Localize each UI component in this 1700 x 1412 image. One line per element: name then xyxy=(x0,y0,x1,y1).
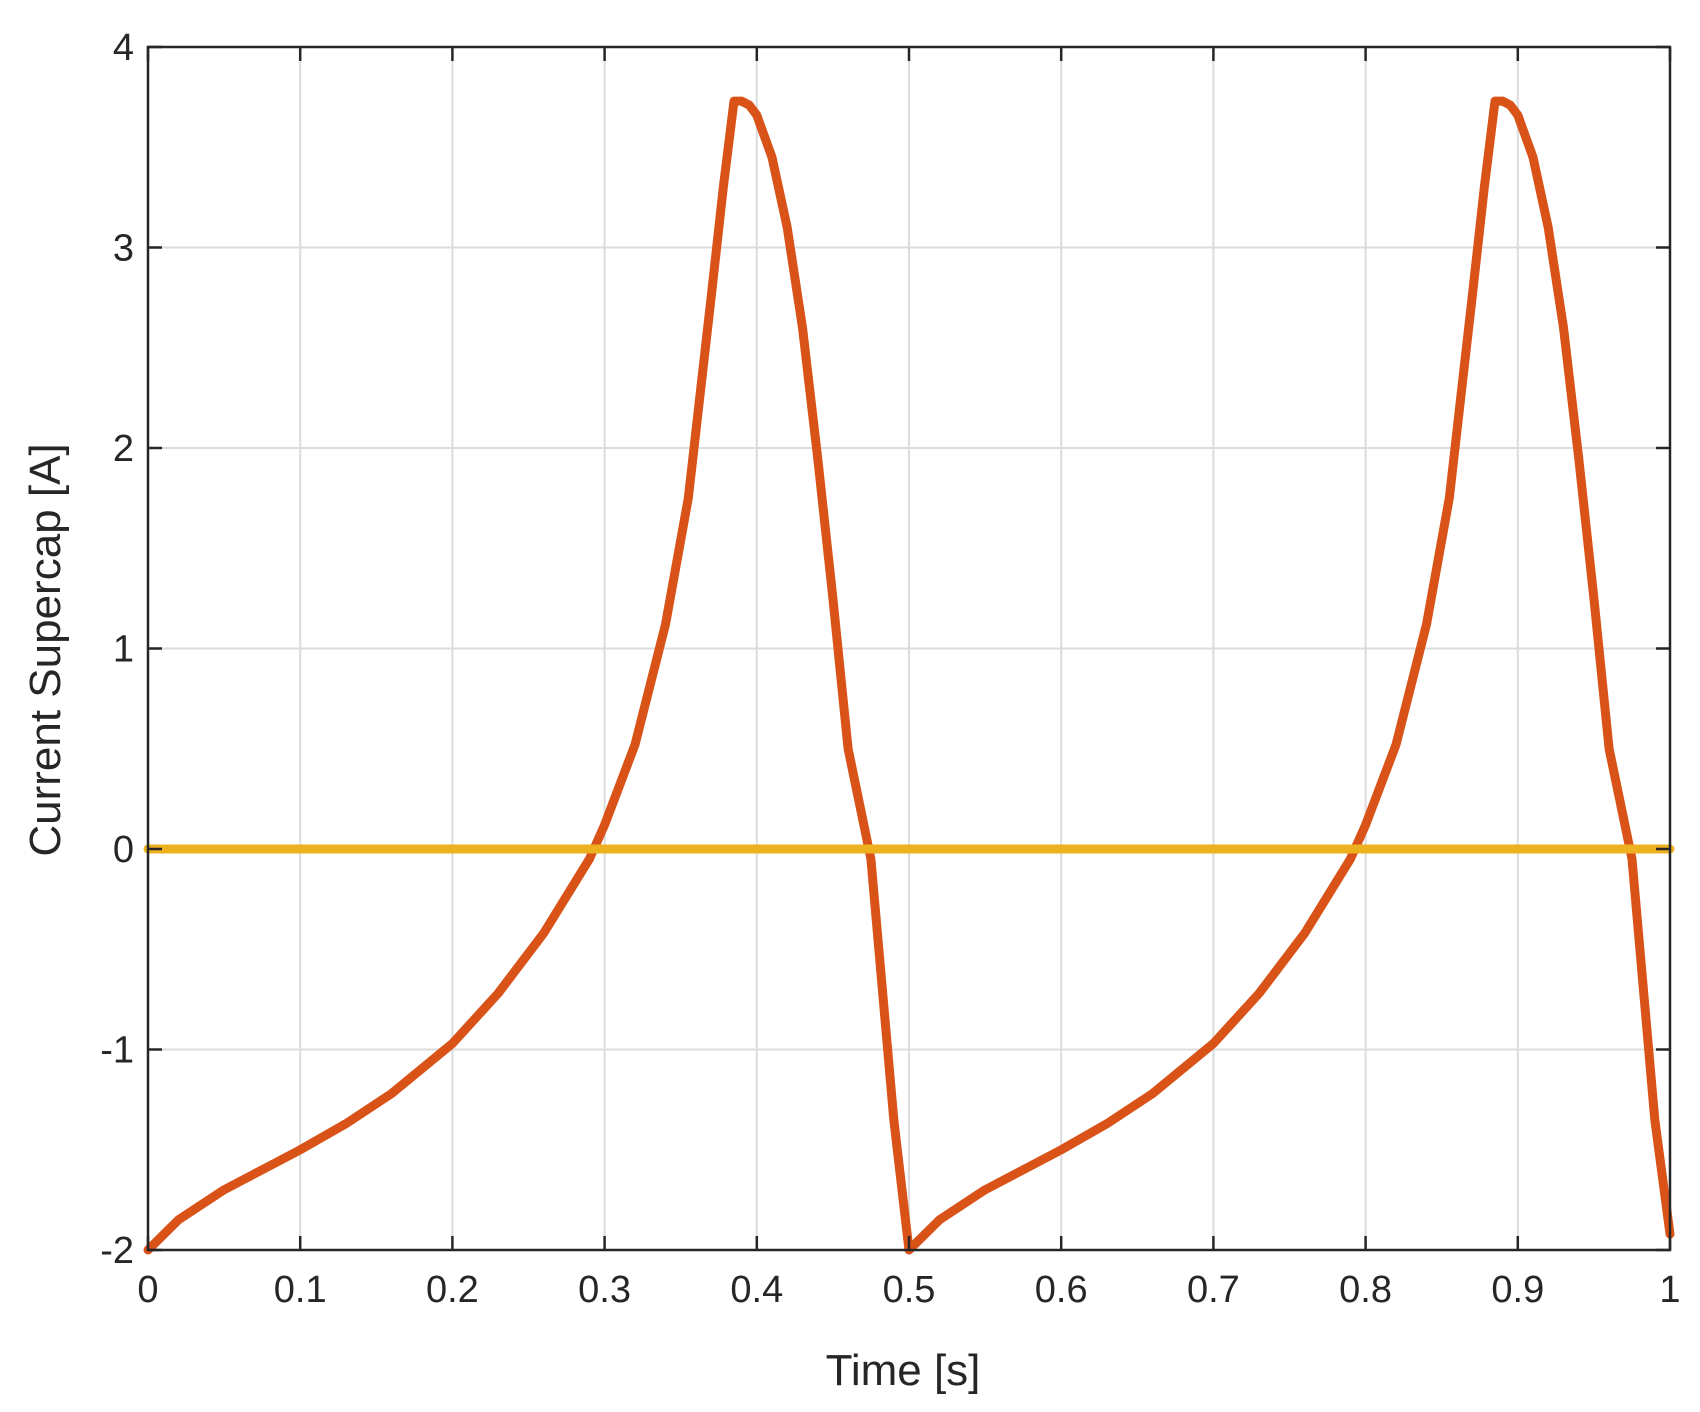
x-tick-label: 0.9 xyxy=(1491,1269,1544,1311)
x-tick-label: 0.1 xyxy=(274,1269,327,1311)
x-tick-label: 0.8 xyxy=(1339,1269,1392,1311)
x-tick-label: 0.3 xyxy=(578,1269,631,1311)
x-tick-label: 0.7 xyxy=(1187,1269,1240,1311)
tick-labels: 0 0.1 0.2 0.3 0.4 0.5 0.6 0.7 0.8 0.9 1 -2 -1 0 1 2 3 4 xyxy=(100,27,1680,1311)
y-tick-label: 2 xyxy=(113,428,134,470)
x-tick-label: 0.5 xyxy=(883,1269,936,1311)
y-axis-label: Current Supercap [A] xyxy=(21,443,70,856)
x-tick-label: 0.2 xyxy=(426,1269,479,1311)
grid xyxy=(147,46,1671,1251)
y-tick-label: 4 xyxy=(113,27,134,69)
y-tick-label: -1 xyxy=(100,1030,134,1072)
x-axis-label: Time [s] xyxy=(826,1346,981,1395)
x-tick-label: 0.4 xyxy=(730,1269,783,1311)
y-tick-label: 3 xyxy=(113,228,134,270)
x-tick-label: 0.6 xyxy=(1035,1269,1088,1311)
x-tick-label: 0 xyxy=(137,1269,158,1311)
x-tick-label: 1 xyxy=(1659,1269,1680,1311)
y-tick-label: 1 xyxy=(113,629,134,671)
y-tick-label: 0 xyxy=(113,829,134,871)
axes-frame xyxy=(146,45,1672,1252)
y-tick-label: -2 xyxy=(100,1230,134,1272)
